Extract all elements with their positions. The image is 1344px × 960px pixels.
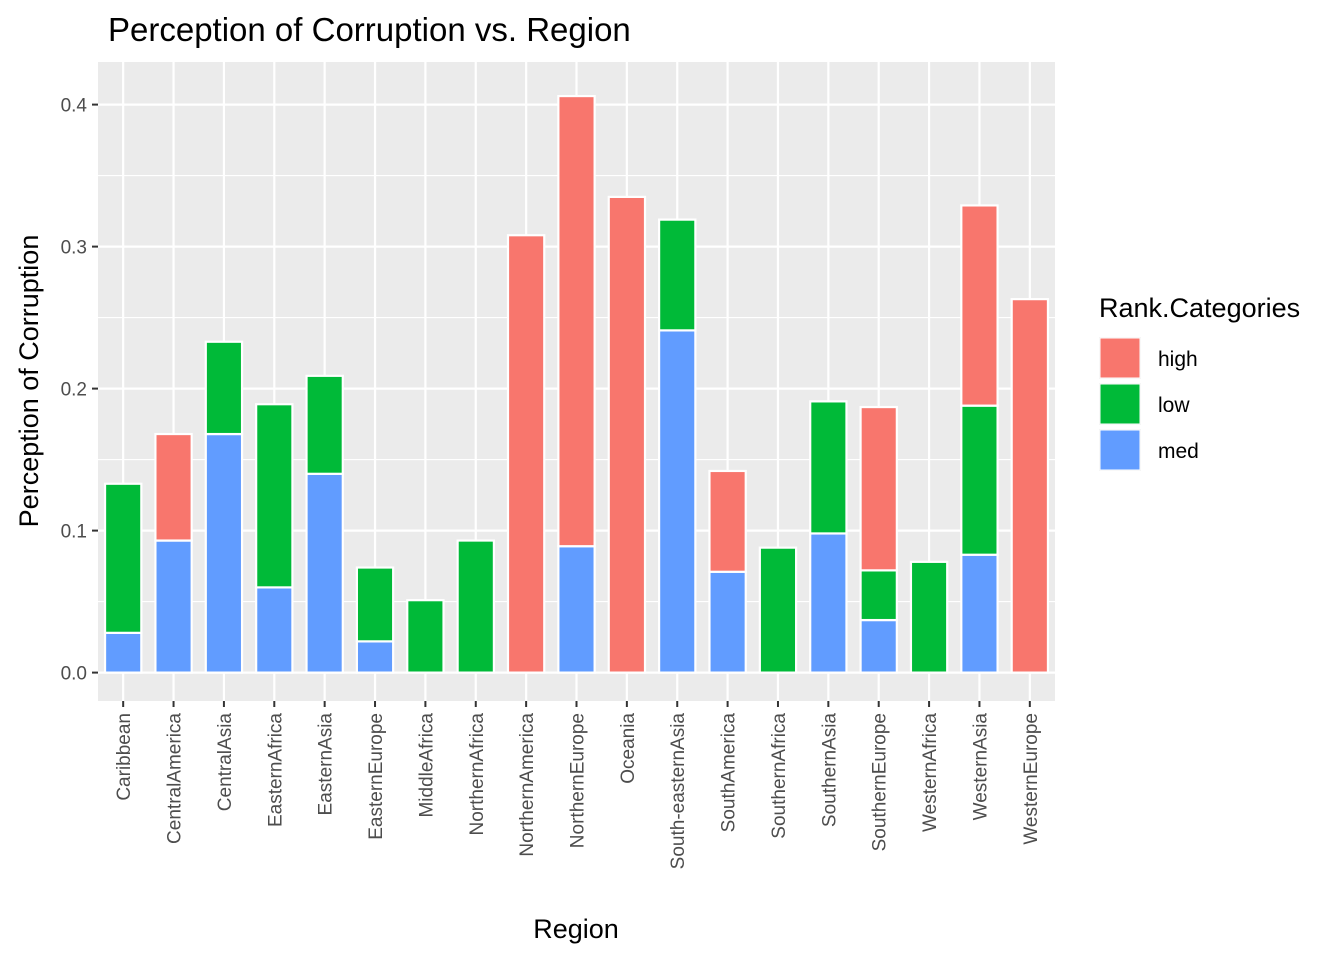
legend: Rank.Categories high low med [1099,293,1300,471]
x-tick-label: SouthernEurope [870,713,891,851]
bar-med-NorthernEurope [557,545,596,674]
legend-swatch-high [1099,337,1141,379]
x-tick-label: SouthernAfrica [769,713,790,839]
x-axis: Caribbean CentralAmerica CentralAsia Easter… [114,701,1042,869]
bar-low-EasternAfrica [255,403,294,589]
bar-med-CentralAsia [204,432,244,674]
x-tick-label: Oceania [618,713,639,784]
y-axis-title: Perception of Corruption [14,235,44,528]
bar-high-SouthernEurope [859,405,898,572]
x-tick-label: WesternAfrica [920,713,941,832]
chart-title: Perception of Corruption vs. Region [108,11,631,48]
x-tick-label: Caribbean [114,713,135,801]
legend-label-low: low [1158,394,1190,417]
bar-low-CentralAsia [204,340,244,436]
bar-high-SouthAmerica [708,469,747,573]
y-tick-label: 0.2 [61,380,87,401]
y-tick-label: 0.4 [61,96,88,117]
bar-low-South-easternAsia [658,218,697,332]
x-tick-label: WesternEurope [1021,713,1042,845]
bar-med-South-easternAsia [658,329,697,674]
x-tick-label: SouthAmerica [719,713,740,833]
x-tick-label: NorthernAmerica [517,713,538,857]
bar-low-MiddleAfrica [406,599,445,674]
bar-high-NorthernEurope [557,94,596,548]
bar-low-EasternAsia [305,374,344,475]
x-tick-label: SouthernAsia [819,713,840,828]
y-axis: 0.0 0.1 0.2 0.3 0.4 [61,96,98,685]
bar-high-WesternEurope [1010,298,1050,674]
bar-med-CentralAmerica [154,539,193,674]
bar-med-SouthernAsia [809,532,848,674]
bars [103,94,1050,674]
legend-swatch-low [1099,383,1141,425]
bar-low-Caribbean [103,482,143,634]
x-tick-label: WesternAsia [970,713,991,821]
x-tick-label: NorthernEurope [568,713,589,848]
y-tick-label: 0.0 [61,664,87,685]
legend-title: Rank.Categories [1099,293,1300,323]
x-tick-label: CentralAsia [215,713,236,812]
x-tick-label: EasternEurope [366,713,387,840]
bar-med-EasternAsia [305,472,344,674]
x-axis-title: Region [533,914,619,944]
bar-low-SouthernAfrica [758,546,798,674]
bar-med-Caribbean [103,631,143,674]
bar-low-WesternAsia [960,404,999,556]
x-tick-label: South-easternAsia [668,713,689,870]
x-tick-label: MiddleAfrica [416,713,437,818]
bar-low-NorthernAfrica [456,539,495,674]
bar-high-Oceania [607,195,647,674]
legend-label-med: med [1158,440,1199,463]
y-tick-label: 0.1 [61,522,87,543]
x-tick-label: NorthernAfrica [467,713,488,836]
legend-swatch-med [1099,429,1141,471]
bar-low-EasternEurope [355,566,395,643]
bar-med-SouthernEurope [859,618,898,674]
x-tick-label: EasternAfrica [265,713,286,827]
bar-med-EasternAfrica [255,586,294,674]
bar-high-NorthernAmerica [506,234,546,674]
x-tick-label: EasternAsia [316,713,337,816]
bar-high-WesternAsia [960,204,999,407]
x-tick-label: CentralAmerica [165,713,186,844]
legend-label-high: high [1158,348,1198,371]
bar-med-SouthAmerica [708,570,747,674]
bar-high-CentralAmerica [154,432,193,542]
bar-low-WesternAfrica [909,560,949,674]
y-tick-label: 0.3 [61,238,87,259]
bar-low-SouthernAsia [809,400,848,535]
bar-low-SouthernEurope [859,569,898,622]
bar-med-EasternEurope [355,640,395,674]
bar-med-WesternAsia [960,553,999,674]
